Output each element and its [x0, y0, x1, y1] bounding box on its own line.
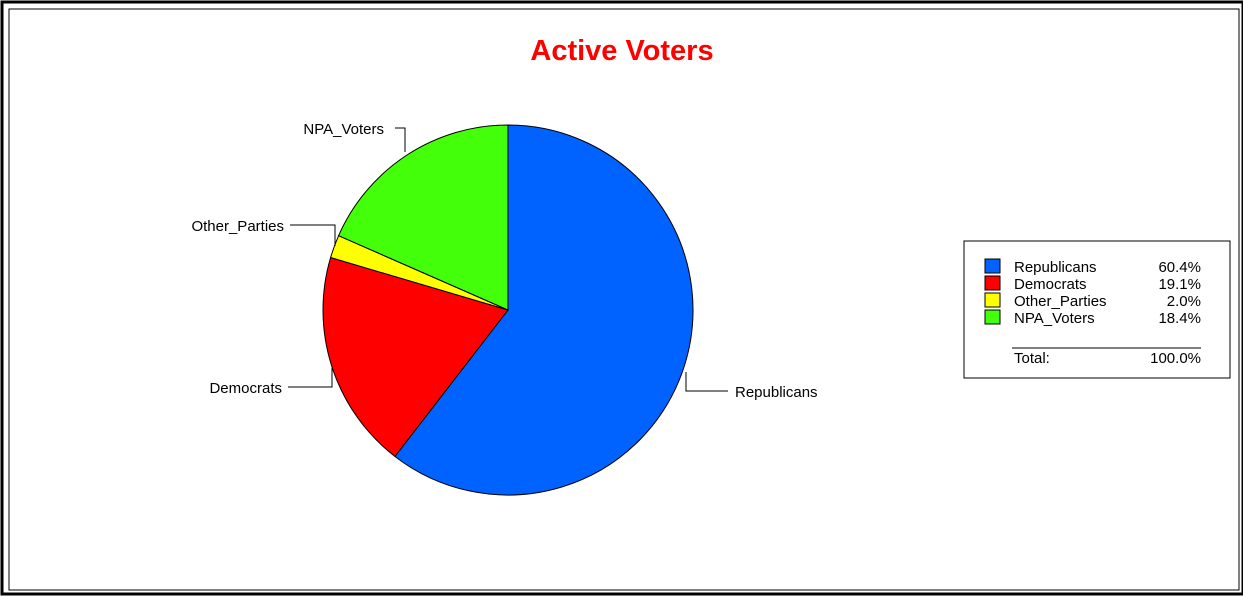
- slice-label-democrats: Democrats: [209, 380, 282, 397]
- legend-box: [963, 240, 1231, 379]
- legend-label-npa-voters: NPA_Voters: [1014, 310, 1095, 327]
- legend-items: Republicans 60.4% Democrats 19.1% Other_Part…: [984, 258, 1201, 327]
- pie-slice-npa-voters: [337, 124, 509, 311]
- chart-title: Active Voters: [530, 35, 713, 67]
- legend-total-value: 100.0%: [1150, 350, 1201, 367]
- legend: Republicans 60.4% Democrats 19.1% Other_Part…: [963, 240, 1231, 379]
- slice-label-npa-voters: NPA_Voters: [303, 121, 384, 138]
- legend-value-npa-voters: 18.4%: [1158, 310, 1201, 327]
- leader-line-other-parties: [290, 224, 336, 246]
- pie-slice-democrats: [322, 256, 509, 458]
- legend-label-democrats: Democrats: [1014, 276, 1087, 293]
- legend-total-label: Total:: [1014, 350, 1050, 367]
- legend-value-democrats: 19.1%: [1158, 276, 1201, 293]
- leader-line-democrats: [288, 368, 333, 388]
- leader-line-npa-voters: [395, 127, 406, 152]
- slice-label-other-parties: Other_Parties: [191, 218, 284, 235]
- legend-swatch-republicans: [984, 258, 1001, 274]
- legend-swatch-other-parties: [984, 292, 1001, 308]
- legend-label-other-parties: Other_Parties: [1014, 293, 1107, 310]
- slice-labels: Republicans Democrats Other_Parties NPA_Vot…: [191, 121, 817, 401]
- pie-slice-republicans: [394, 124, 694, 496]
- leader-line-republicans: [685, 372, 728, 392]
- label-leaders: [288, 127, 728, 392]
- legend-swatch-npa-voters: [984, 309, 1001, 325]
- legend-value-other-parties: 2.0%: [1167, 293, 1201, 310]
- slice-label-republicans: Republicans: [735, 384, 818, 401]
- legend-label-republicans: Republicans: [1014, 259, 1097, 276]
- inner-border: [8, 8, 1240, 591]
- pie-slices: [322, 124, 694, 496]
- legend-value-republicans: 60.4%: [1158, 259, 1201, 276]
- legend-swatch-democrats: [984, 275, 1001, 291]
